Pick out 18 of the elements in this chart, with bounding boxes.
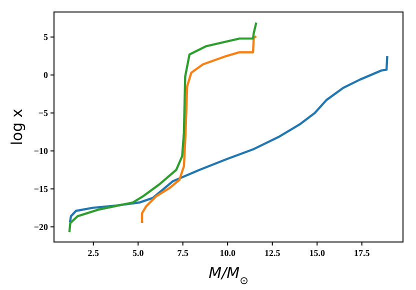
- x-tick-label: 2.5: [88, 248, 100, 258]
- y-tick-label: 0: [44, 70, 48, 80]
- line-series: [68, 54, 388, 224]
- x-tick-label: 7.5: [177, 248, 189, 258]
- x-tick-label: 10.0: [220, 248, 236, 258]
- y-tick-label: −15: [34, 184, 48, 194]
- y-tick-label: −5: [38, 108, 48, 118]
- y-tick-label: −20: [34, 222, 48, 232]
- x-tick-label: 5.0: [132, 248, 144, 258]
- x-axis-title: M/M$_{⊙}$: [208, 264, 248, 287]
- y-tick-label: 5: [44, 32, 48, 42]
- y-tick-label: −10: [34, 146, 48, 156]
- y-axis-title: log x: [8, 108, 26, 146]
- x-tick-label: 17.5: [354, 248, 370, 258]
- line-series: [140, 35, 258, 224]
- x-tick-label: 15.0: [309, 248, 326, 258]
- x-tick-label: 12.5: [264, 248, 281, 258]
- line-series: [68, 22, 258, 234]
